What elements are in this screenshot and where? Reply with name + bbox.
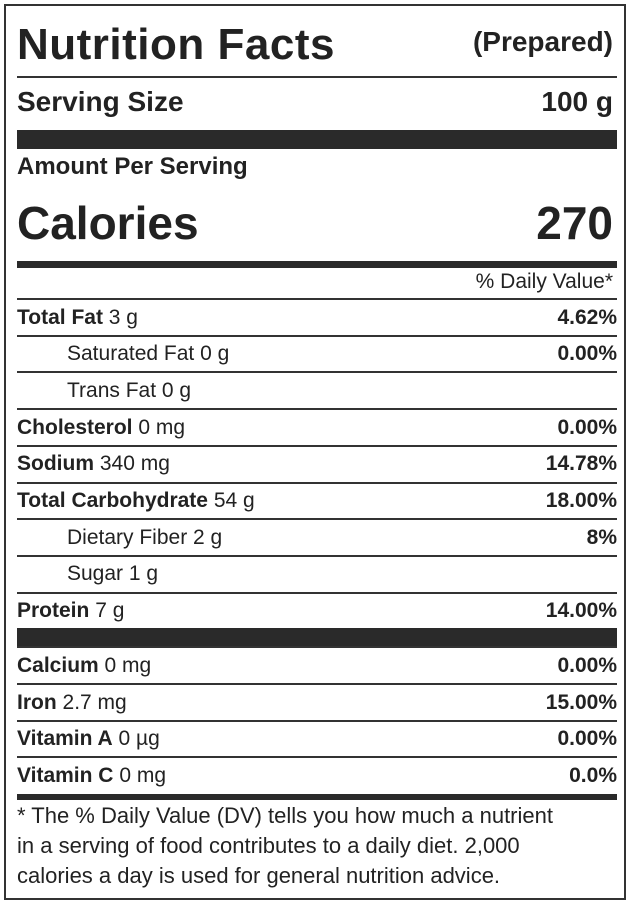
daily-value: 4.62% xyxy=(557,305,617,329)
serving-size-value: 100 g xyxy=(541,86,613,117)
subtitle: (Prepared) xyxy=(472,26,613,57)
nutrient-amount: 2 g xyxy=(193,525,223,549)
nutrient-amount: 7 g xyxy=(95,599,125,623)
footnote-line: in a serving of food contributes to a da… xyxy=(17,833,520,859)
sub-nutrient-row: Dietary Fiber 2 g 8% xyxy=(17,518,617,555)
daily-value-header: % Daily Value* xyxy=(475,270,613,293)
nutrient-row: Iron 2.7 mg 15.00% xyxy=(17,683,617,720)
nutrient-name: Total Carbohydrate xyxy=(17,489,208,512)
nutrient-row: Vitamin A 0 µg 0.00% xyxy=(17,719,617,757)
footnote-line: calories a day is used for general nutri… xyxy=(17,863,501,889)
nutrient-amount: 0 g xyxy=(161,378,192,402)
nutrition-label: Nutrition Facts (Prepared) Serving Size … xyxy=(4,4,626,900)
nutrient-name: Dietary Fiber xyxy=(67,525,188,549)
daily-value: 15.00% xyxy=(545,690,617,714)
sub-nutrient-row: Trans Fat 0 g xyxy=(17,371,617,408)
nutrient-name: Vitamin C xyxy=(17,763,114,787)
nutrient-amount: 3 g xyxy=(108,305,138,329)
nutrient-name: Protein xyxy=(17,599,90,623)
nutrient-row: Total Fat 3 g 4.62% xyxy=(17,298,617,335)
medium-bar xyxy=(17,794,617,801)
calories-label: Calories xyxy=(17,197,199,249)
nutrient-row: Protein 7 g 14.00% xyxy=(17,591,617,629)
nutrient-name: Total Fat xyxy=(17,305,103,329)
nutrient-name: Sodium xyxy=(17,452,94,476)
serving-size-label: Serving Size xyxy=(17,86,184,117)
daily-value: 8% xyxy=(586,525,617,549)
daily-value: 0.00% xyxy=(557,727,617,751)
daily-value: 18.00% xyxy=(545,489,617,512)
nutrient-row: Vitamin C 0 mg 0.0% xyxy=(17,756,617,793)
nutrient-row: Calcium 0 mg 0.00% xyxy=(17,646,617,683)
nutrient-row: Cholesterol 0 mg 0.00% xyxy=(17,408,617,445)
nutrient-amount: 2.7 mg xyxy=(62,690,127,714)
nutrient-amount: 0 mg xyxy=(138,415,186,439)
nutrient-name: Iron xyxy=(17,690,57,714)
daily-value: 14.00% xyxy=(545,599,617,623)
nutrient-amount: 54 g xyxy=(213,489,255,512)
amount-per-serving: Amount Per Serving xyxy=(17,153,248,180)
footnote-line: * The % Daily Value (DV) tells you how m… xyxy=(17,803,553,829)
sub-nutrient-row: Sugar 1 g xyxy=(17,554,617,592)
thick-bar xyxy=(17,628,617,649)
nutrient-name: Sugar xyxy=(67,562,124,586)
daily-value: 0.00% xyxy=(557,342,617,366)
nutrient-name: Trans Fat xyxy=(67,378,157,402)
nutrient-amount: 1 g xyxy=(128,562,159,586)
nutrient-name: Calcium xyxy=(17,653,99,677)
thick-bar xyxy=(17,130,617,149)
nutrient-name: Cholesterol xyxy=(17,415,133,439)
nutrient-amount: 0 mg xyxy=(104,653,152,677)
daily-value: 0.00% xyxy=(557,653,617,677)
nutrient-amount: 0 g xyxy=(200,342,230,366)
nutrient-name: Vitamin A xyxy=(17,727,113,751)
daily-value: 0.0% xyxy=(569,763,617,787)
nutrient-amount: 0 µg xyxy=(118,727,160,751)
nutrient-row: Sodium 340 mg 14.78% xyxy=(17,444,617,482)
nutrient-row: Total Carbohydrate 54 g 18.00% xyxy=(17,481,617,519)
daily-value: 0.00% xyxy=(557,415,617,439)
divider xyxy=(17,76,617,78)
daily-value: 14.78% xyxy=(545,452,617,476)
nutrient-name: Saturated Fat xyxy=(67,342,195,366)
nutrient-amount: 340 mg xyxy=(99,452,170,476)
title: Nutrition Facts xyxy=(17,20,335,69)
calories-value: 270 xyxy=(536,197,613,249)
nutrient-amount: 0 mg xyxy=(119,763,166,787)
sub-nutrient-row: Saturated Fat 0 g 0.00% xyxy=(17,334,617,372)
medium-bar xyxy=(17,261,617,268)
